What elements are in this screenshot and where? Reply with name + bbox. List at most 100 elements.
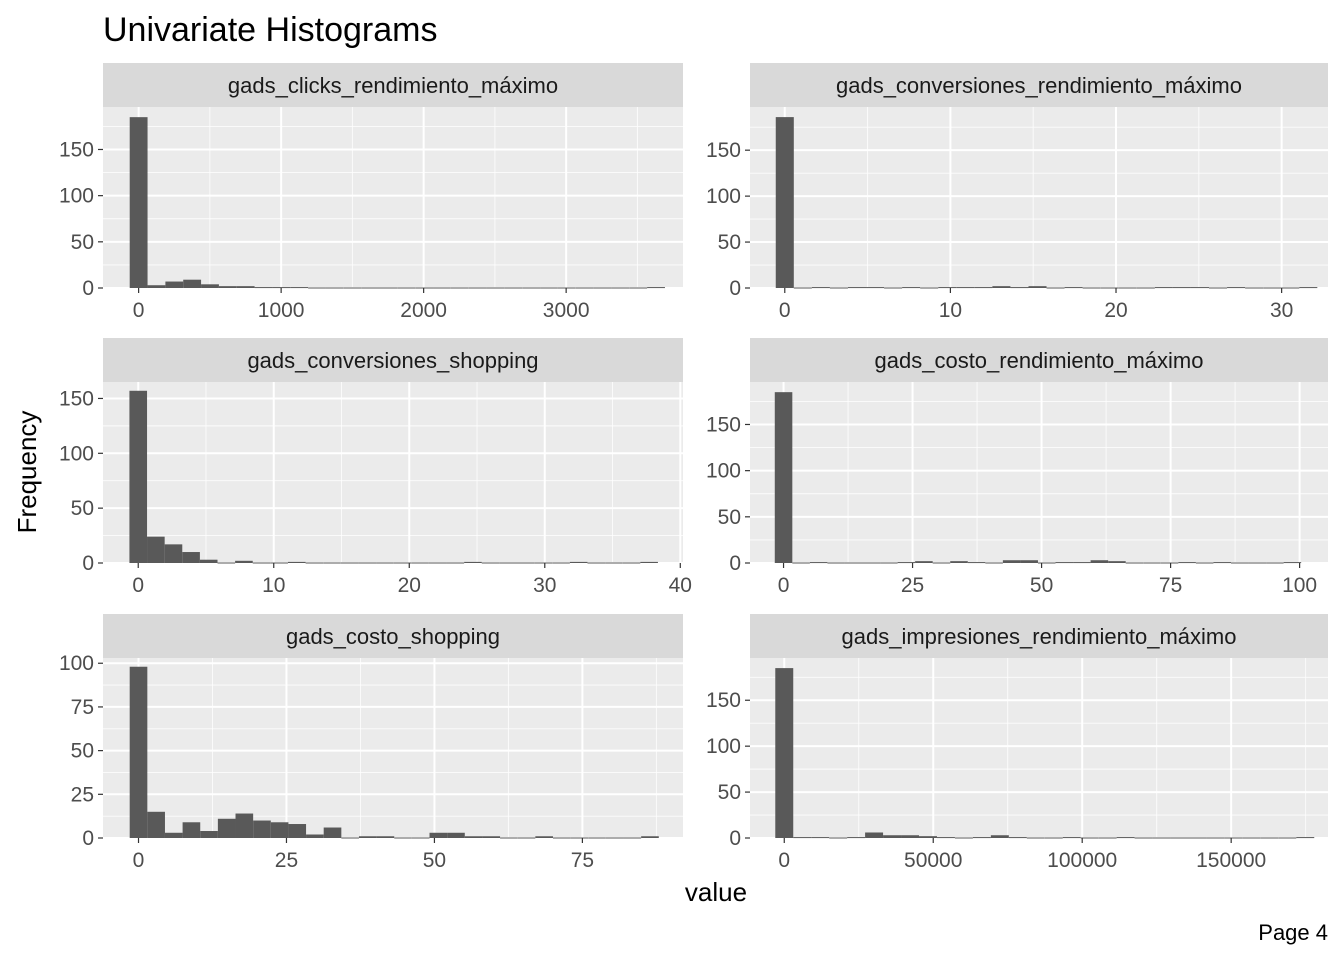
histogram-bar [1008, 837, 1027, 839]
x-tick-label: 30 [1270, 299, 1293, 322]
y-tick-label: 50 [718, 231, 741, 254]
histogram-bar [288, 824, 307, 838]
histogram-bar [1116, 837, 1135, 839]
histogram-bar [809, 562, 828, 564]
histogram-bar [218, 286, 237, 288]
histogram-bar [447, 832, 465, 838]
panel-background [750, 382, 1328, 563]
histogram-bar [287, 561, 306, 563]
facet-panel: gads_conversiones_shopping 0 10 20 30 40 0 50 10… [59, 338, 692, 597]
histogram-bar [1190, 287, 1210, 289]
y-tick-label: 100 [59, 652, 94, 675]
histogram-bar [897, 562, 916, 564]
histogram-bar [1281, 287, 1300, 289]
histogram-bar [775, 668, 794, 838]
histogram-bar [323, 827, 342, 838]
histogram-bar [200, 831, 218, 838]
histogram-bar [517, 837, 536, 839]
histogram-bar [486, 287, 505, 289]
histogram-bar [199, 559, 218, 563]
histogram-bar [376, 562, 394, 564]
histogram-bar [811, 837, 830, 839]
histogram-bar [446, 562, 465, 564]
histogram-bar [361, 287, 380, 289]
histogram-bar [1098, 837, 1117, 839]
x-tick-label: 10 [262, 574, 285, 597]
histogram-bar [235, 560, 253, 563]
y-tick-label: 0 [82, 827, 94, 850]
histogram-bar [540, 287, 558, 289]
facet-panel: gads_conversiones_rendimiento_máximo 0 10 2… [706, 63, 1328, 322]
histogram-bar [450, 287, 469, 289]
histogram-bar [1178, 562, 1196, 564]
x-tick-label: 25 [275, 849, 298, 872]
x-tick-label: 1000 [258, 299, 305, 322]
histogram-bar [1100, 287, 1119, 289]
histogram-bar [147, 536, 165, 563]
histogram-bar [164, 544, 183, 563]
histogram-bar [866, 287, 885, 289]
histogram-bar [464, 561, 482, 563]
histogram-bar [147, 811, 165, 838]
y-tick-label: 150 [706, 139, 741, 162]
histogram-bar [1037, 562, 1056, 564]
y-tick-label: 50 [718, 506, 741, 529]
histogram-bar [847, 837, 866, 839]
histogram-bar [1064, 287, 1083, 289]
histogram-bar [1170, 837, 1189, 839]
histogram-bar [884, 287, 903, 289]
histogram-bar [183, 279, 202, 288]
y-tick-label: 100 [59, 185, 94, 208]
histogram-bar [593, 287, 612, 289]
histogram-bar [956, 287, 975, 289]
histogram-bar [1263, 287, 1282, 289]
figure-title: Univariate Histograms [103, 11, 437, 49]
histogram-bar [147, 285, 166, 288]
histogram-bar [992, 286, 1011, 288]
histogram-bar [164, 832, 183, 838]
histogram-bar [641, 836, 659, 838]
histogram-bar [829, 287, 848, 289]
y-axis-title: Frequency [12, 411, 42, 534]
histogram-bar [468, 287, 487, 289]
y-tick-label: 100 [706, 460, 741, 483]
histogram-bar [811, 287, 830, 289]
x-tick-label: 75 [1159, 574, 1182, 597]
facet-strip [103, 614, 683, 658]
panel-background [750, 658, 1328, 838]
y-tick-label: 150 [59, 138, 94, 161]
histogram-bar [1062, 837, 1081, 839]
histogram-bar [883, 835, 902, 838]
y-tick-label: 0 [729, 827, 741, 850]
x-tick-label: 25 [901, 574, 924, 597]
histogram-bar [629, 287, 648, 289]
histogram-bar [774, 392, 793, 563]
histogram-bar [253, 820, 271, 838]
histogram-bar [1172, 287, 1191, 289]
y-tick-label: 0 [82, 277, 94, 300]
y-tick-label: 100 [706, 735, 741, 758]
histogram-bar [954, 837, 973, 839]
x-tick-label: 0 [132, 574, 144, 597]
histogram-bar [611, 287, 630, 289]
histogram-bar [1296, 837, 1315, 839]
x-tick-label: 50 [1030, 574, 1053, 597]
histogram-bar [938, 287, 957, 289]
histogram-bar [129, 117, 148, 288]
facet-panel: gads_costo_shopping 0 25 50 75 0 25 50 75 100 [59, 614, 683, 872]
histogram-bar [1230, 562, 1249, 564]
histogram-bar [575, 287, 594, 289]
histogram-bar [623, 837, 642, 839]
histogram-bar [433, 287, 451, 289]
histogram-bar [1227, 287, 1246, 289]
histogram-bar [376, 836, 395, 838]
histogram-bar [1206, 837, 1225, 839]
histogram-bar [254, 287, 273, 289]
y-tick-label: 50 [718, 781, 741, 804]
y-tick-label: 100 [59, 442, 94, 465]
histogram-bar [1080, 837, 1099, 839]
histogram-bar [901, 835, 920, 838]
histogram-bar [325, 287, 344, 289]
histogram-bar [306, 834, 324, 838]
